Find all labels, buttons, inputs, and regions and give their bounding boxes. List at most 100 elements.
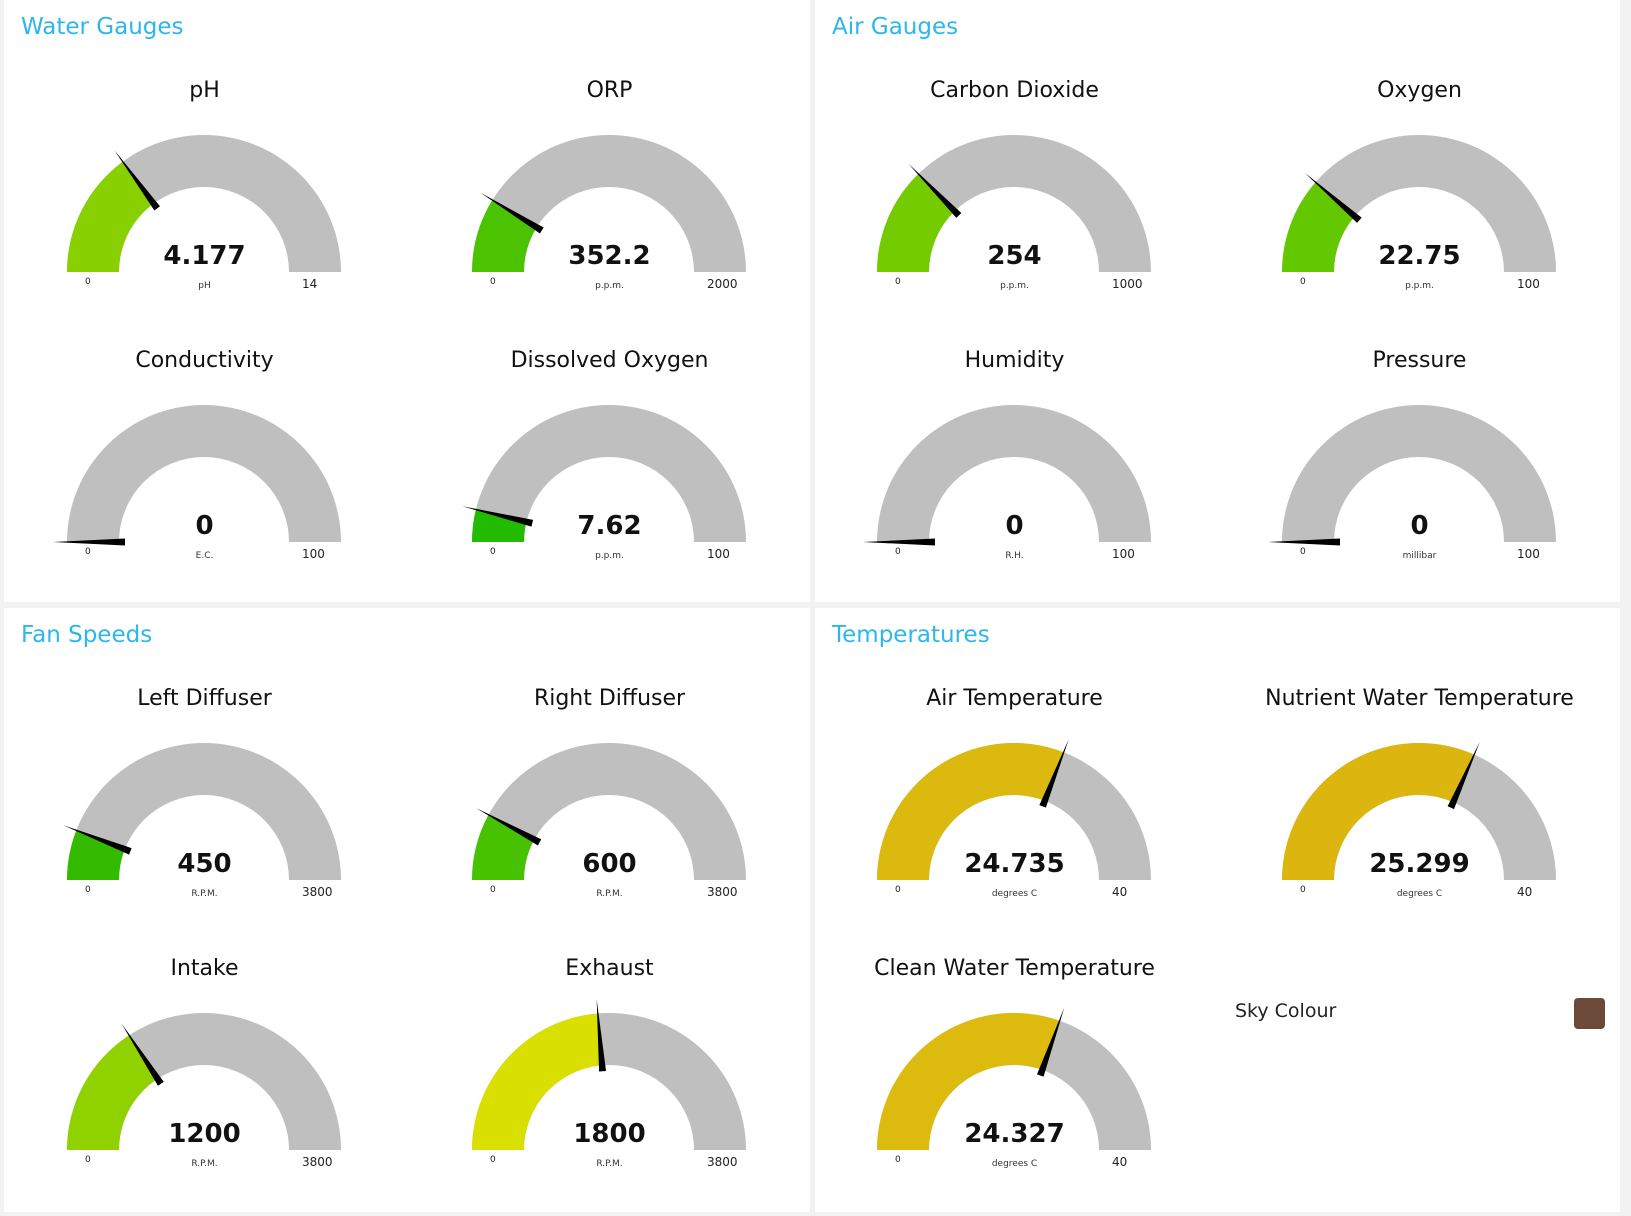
gauge-title: pH xyxy=(189,78,220,103)
water-gauges-panel: Water Gauges xyxy=(4,0,810,602)
gauge-unit: degrees C xyxy=(991,889,1038,899)
gauge-dial xyxy=(67,135,341,272)
gauge-pressure: Pressure 0 millibar 0 100 xyxy=(1217,270,1622,561)
gauge-min-label: 0 xyxy=(1300,277,1306,287)
gauge-ph: pH 4.177 pH 0 14 xyxy=(2,0,407,291)
gauge-needle xyxy=(462,506,534,527)
gauge-dial xyxy=(472,999,746,1150)
gauge-dial xyxy=(1268,405,1556,546)
gauge-max-label: 3800 xyxy=(707,1155,738,1169)
gauge-max-label: 1000 xyxy=(1112,277,1143,291)
gauge-fill xyxy=(67,161,154,272)
gauge-track xyxy=(67,135,341,272)
gauge-needle xyxy=(476,808,542,846)
gauge-fill xyxy=(472,509,527,542)
gauge-min-label: 0 xyxy=(895,1155,901,1165)
gauge-needle xyxy=(1039,739,1069,808)
gauge-min-label: 0 xyxy=(490,885,496,895)
gauge-needle xyxy=(1447,741,1480,810)
temperatures-panel: Temperatures xyxy=(815,608,1620,1212)
gauge-orp: ORP 352.2 p.p.m. 0 2000 xyxy=(407,0,812,291)
fan-speeds-panel: Fan Speeds xyxy=(4,608,810,1212)
gauge-fill xyxy=(472,1013,603,1150)
gauge-value: 22.75 xyxy=(1378,241,1461,271)
gauge-value: 0 xyxy=(1410,511,1429,541)
gauge-title: Left Diffuser xyxy=(137,686,272,711)
gauge-dial xyxy=(462,405,746,542)
gauge-unit: R.P.M. xyxy=(191,1159,218,1169)
gauge-needle xyxy=(1036,1007,1065,1077)
gauge-track xyxy=(67,743,341,880)
gauge-needle xyxy=(863,538,935,546)
sky-colour-label: Sky Colour xyxy=(1235,1000,1337,1022)
gauge-dial xyxy=(53,405,341,546)
gauge-value: 352.2 xyxy=(568,241,651,271)
gauge-unit: R.P.M. xyxy=(596,1159,623,1169)
gauge-needle xyxy=(596,999,607,1072)
gauge-needle xyxy=(121,1023,164,1086)
gauge-track xyxy=(1282,135,1556,272)
gauge-title: Dissolved Oxygen xyxy=(510,348,709,373)
gauge-dial xyxy=(863,405,1151,546)
panel-title: Temperatures xyxy=(832,622,990,648)
gauge-title: Clean Water Temperature xyxy=(874,956,1155,981)
gauge-max-label: 3800 xyxy=(707,885,738,899)
gauge-fill xyxy=(877,1013,1060,1150)
gauge-needle xyxy=(908,163,962,218)
gauge-needle xyxy=(1304,173,1362,223)
panel-title: Air Gauges xyxy=(832,14,959,40)
gauge-min-label: 0 xyxy=(895,885,901,895)
gauge-track xyxy=(472,743,746,880)
gauge-unit: p.p.m. xyxy=(1000,281,1029,291)
panel-title: Water Gauges xyxy=(21,14,184,40)
gauge-value: 254 xyxy=(987,241,1042,271)
gauge-max-label: 100 xyxy=(1517,277,1540,291)
gauge-unit: R.H. xyxy=(1005,551,1024,561)
gauge-title: Intake xyxy=(170,956,239,981)
gauge-title: Oxygen xyxy=(1377,78,1462,103)
gauge-left-diffuser: Left Diffuser 450 R.P.M. 0 3800 xyxy=(2,608,407,899)
gauge-min-label: 0 xyxy=(895,547,901,557)
gauge-needle xyxy=(63,825,132,855)
gauge-value: 25.299 xyxy=(1369,849,1470,879)
gauge-value: 1200 xyxy=(168,1119,241,1149)
gauge-needle xyxy=(480,192,544,234)
gauge-value: 0 xyxy=(195,511,214,541)
gauge-title: Air Temperature xyxy=(926,686,1103,711)
panel-title: Fan Speeds xyxy=(21,622,153,648)
air-gauges-panel: Air Gauges xyxy=(815,0,1620,602)
gauge-title: Pressure xyxy=(1372,348,1467,373)
gauge-dial xyxy=(877,739,1151,880)
gauge-min-label: 0 xyxy=(85,1155,91,1165)
gauge-max-label: 100 xyxy=(707,547,730,561)
gauge-min-label: 0 xyxy=(85,547,91,557)
gauge-max-label: 40 xyxy=(1112,885,1128,899)
gauge-title: Exhaust xyxy=(565,956,654,981)
gauge-unit: degrees C xyxy=(991,1159,1038,1169)
gauge-dial xyxy=(67,1013,341,1150)
gauge-dial xyxy=(472,135,746,272)
gauge-unit: R.P.M. xyxy=(191,889,218,899)
gauge-dial xyxy=(1282,741,1556,880)
gauge-dial xyxy=(63,743,341,880)
gauge-max-label: 100 xyxy=(302,547,325,561)
gauge-value: 7.62 xyxy=(577,511,642,541)
gauge-intake: Intake 1200 R.P.M. 0 3800 xyxy=(2,878,407,1169)
sky-colour-row: Sky Colour xyxy=(1235,998,1605,1032)
gauge-track xyxy=(877,405,1151,542)
gauge-min-label: 0 xyxy=(1300,547,1306,557)
gauge-oxygen: Oxygen 22.75 p.p.m. 0 100 xyxy=(1217,0,1622,291)
gauge-max-label: 100 xyxy=(1112,547,1135,561)
gauge-min-label: 0 xyxy=(490,1155,496,1165)
gauge-track xyxy=(67,405,341,542)
sky-colour-swatch[interactable] xyxy=(1574,998,1605,1029)
gauge-fill xyxy=(877,173,955,272)
gauge-title: ORP xyxy=(586,78,633,103)
gauge-needle xyxy=(1268,538,1340,546)
gauge-clean-water-temperature: Clean Water Temperature 24.327 degrees C 0 4… xyxy=(812,878,1217,1169)
gauge-min-label: 0 xyxy=(85,277,91,287)
gauge-unit: E.C. xyxy=(195,551,214,561)
gauge-dial xyxy=(1282,135,1556,272)
gauge-air-temperature: Air Temperature 24.735 degrees C 0 40 xyxy=(812,608,1217,899)
gauge-dial xyxy=(472,743,746,880)
